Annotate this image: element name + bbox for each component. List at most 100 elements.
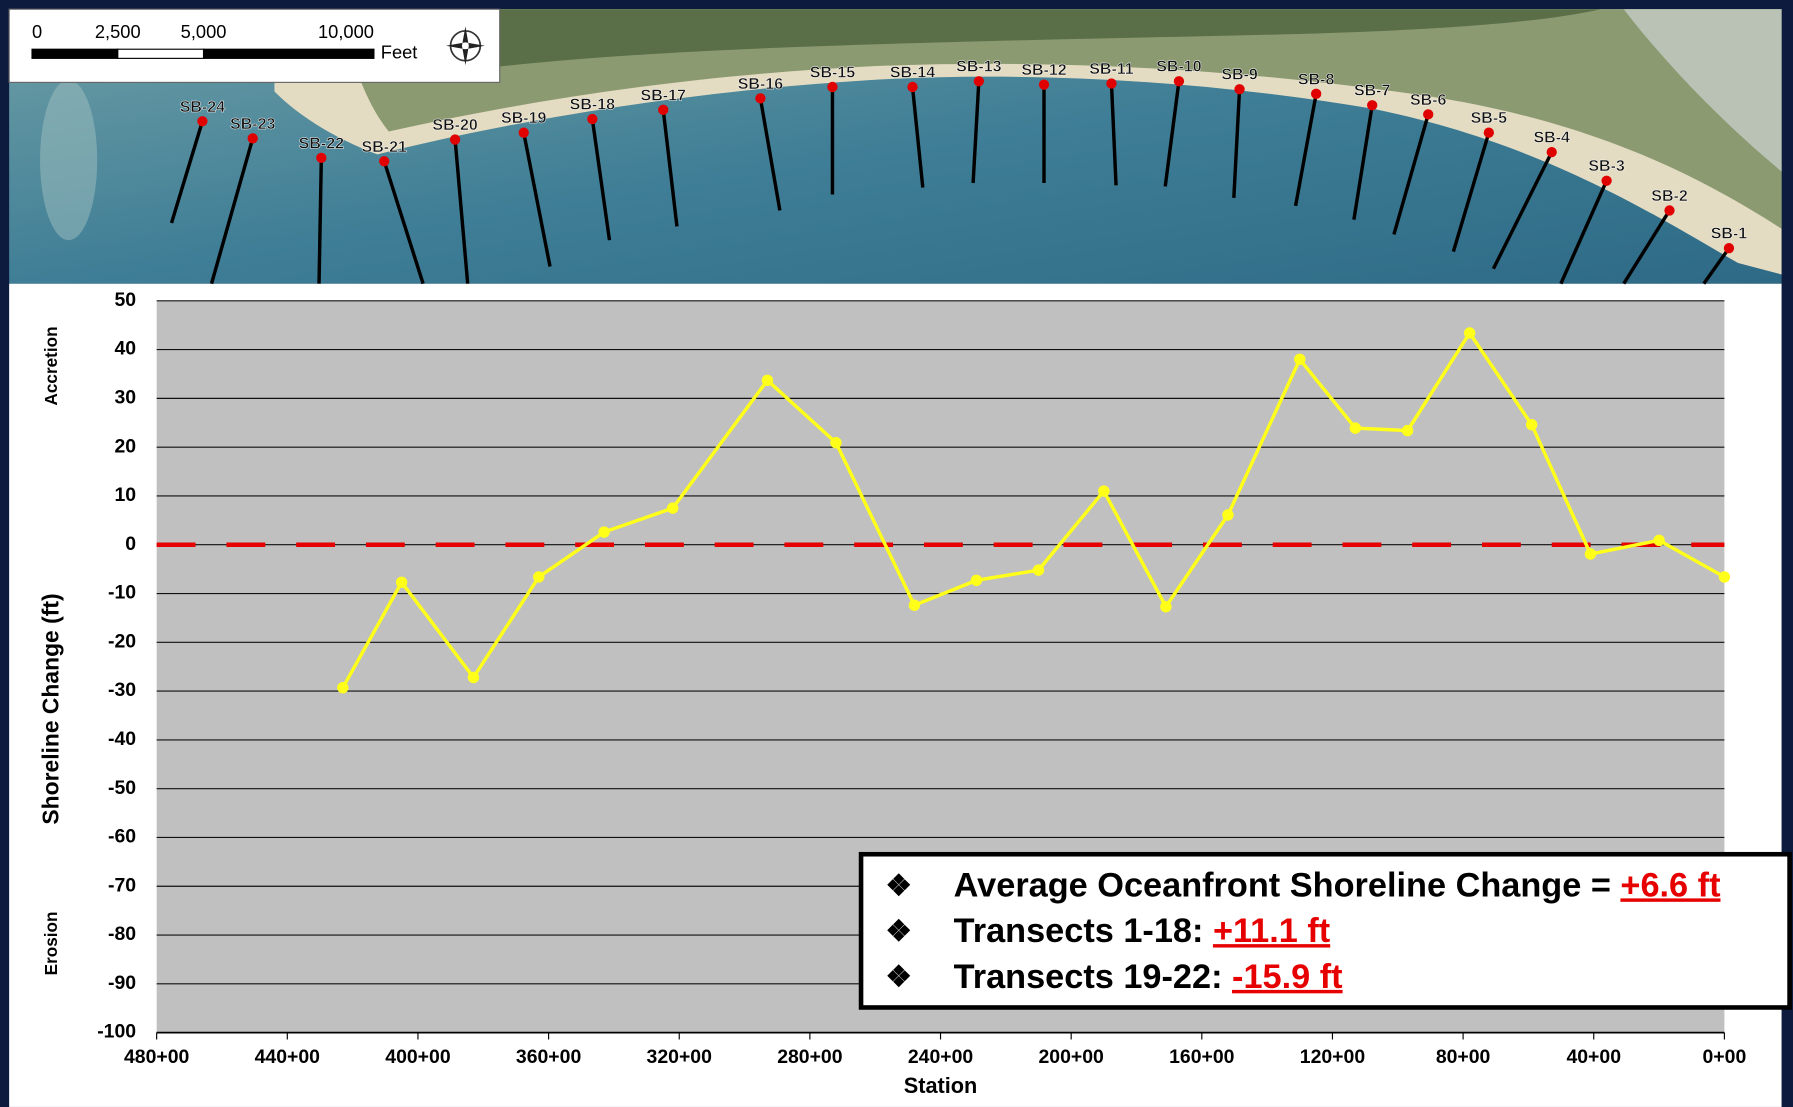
scale-label: 10,000 xyxy=(318,21,374,42)
y-tick-label: 0 xyxy=(125,533,136,555)
x-tick-label: 40+00 xyxy=(1566,1046,1621,1068)
annotation-text: Transects 1-18: xyxy=(954,912,1204,950)
transect-line xyxy=(1559,180,1609,285)
data-point xyxy=(1222,509,1234,521)
scale-label: 0 xyxy=(32,21,42,42)
transect-point xyxy=(587,113,598,125)
y-tick-label: -10 xyxy=(108,582,136,604)
data-line xyxy=(341,329,1726,689)
y-tick-label: 30 xyxy=(114,386,136,408)
transect-line xyxy=(1392,113,1430,235)
transect-label: SB-22 xyxy=(299,135,344,152)
data-point xyxy=(337,681,349,694)
annotation-line: Transects 19-22: -15.9 ft xyxy=(954,958,1343,996)
transect-line xyxy=(1352,104,1374,220)
transect-point xyxy=(755,93,766,104)
y-tick-label: -60 xyxy=(108,826,136,848)
scale-unit: Feet xyxy=(381,42,418,63)
transect-line xyxy=(971,81,981,184)
bullet: ❖ xyxy=(885,961,912,994)
transect-line xyxy=(1163,81,1181,187)
transect-point xyxy=(247,133,258,144)
transect-line xyxy=(1491,151,1554,270)
transect-label: SB-3 xyxy=(1588,158,1625,175)
data-point xyxy=(1098,485,1110,497)
y-tick-label: -90 xyxy=(108,972,136,994)
y-tick-label: -100 xyxy=(97,1021,136,1043)
scale-label: 5,000 xyxy=(181,21,227,42)
data-point xyxy=(830,437,842,449)
data-point xyxy=(467,671,480,684)
transect-line xyxy=(661,109,679,227)
x-tick-label: 280+00 xyxy=(777,1046,842,1068)
transect-point xyxy=(379,156,390,167)
y-tick-label: -40 xyxy=(108,728,136,750)
transect-point xyxy=(973,76,984,87)
transect-line xyxy=(910,86,925,188)
y-tick-label: 10 xyxy=(114,484,136,506)
transect-line xyxy=(382,160,425,285)
x-tick-label: 400+00 xyxy=(385,1046,450,1068)
transect-label: SB-20 xyxy=(432,117,477,134)
scale-segment xyxy=(31,48,119,59)
transect-label: SB-5 xyxy=(1471,110,1508,127)
transect-label: SB-9 xyxy=(1221,67,1258,84)
data-point xyxy=(1032,564,1045,576)
annotation-value: +6.6 ft xyxy=(1620,866,1720,904)
transect-label: SB-21 xyxy=(362,139,407,156)
x-axis-label: Station xyxy=(904,1073,978,1098)
transect-label: SB-19 xyxy=(501,110,546,127)
y-tick-label: 20 xyxy=(114,435,136,457)
transect-label: SB-4 xyxy=(1533,130,1570,147)
transect-line xyxy=(453,139,470,284)
data-point xyxy=(533,571,545,583)
y-tick-label: -70 xyxy=(108,874,136,896)
y-tick-label: -80 xyxy=(108,923,136,945)
transect-label: SB-8 xyxy=(1298,71,1335,88)
data-point xyxy=(666,502,679,514)
bullet: ❖ xyxy=(885,869,912,902)
transect-label: SB-12 xyxy=(1021,62,1066,79)
annotation-value: -15.9 ft xyxy=(1232,958,1343,996)
transect-line xyxy=(590,118,612,241)
transect-label: SB-16 xyxy=(738,76,783,93)
transect-line xyxy=(1293,93,1318,207)
transect-label: SB-18 xyxy=(570,96,615,113)
transect-point xyxy=(1234,84,1245,95)
transect-point xyxy=(449,134,461,145)
transect-point xyxy=(1664,205,1675,216)
transect-label: SB-15 xyxy=(810,64,855,81)
y-tick-label: 40 xyxy=(114,338,136,360)
x-tick-label: 240+00 xyxy=(908,1046,973,1068)
side-label: Erosion xyxy=(41,912,61,976)
x-tick-label: 360+00 xyxy=(516,1046,581,1068)
y-axis-label: Shoreline Change (ft) xyxy=(38,593,64,824)
bullet: ❖ xyxy=(885,915,912,948)
transect-point xyxy=(1173,76,1185,87)
transect-label: SB-24 xyxy=(180,99,225,116)
transect-line xyxy=(169,120,205,224)
data-point xyxy=(1349,422,1362,434)
data-point xyxy=(1160,600,1172,613)
data-point xyxy=(970,574,983,587)
x-tick-label: 200+00 xyxy=(1038,1046,1103,1068)
transect-point xyxy=(1723,243,1735,254)
transect-line xyxy=(758,98,782,211)
data-point xyxy=(908,599,921,611)
x-tick-label: 0+00 xyxy=(1703,1046,1747,1068)
side-label: Accretion xyxy=(41,326,61,405)
x-tick-label: 120+00 xyxy=(1300,1046,1365,1068)
scale-label: 2,500 xyxy=(95,21,141,42)
data-point xyxy=(761,374,774,387)
transect-point xyxy=(1367,100,1378,111)
transect-line xyxy=(522,132,552,267)
transect-point xyxy=(658,104,669,115)
transect-label: SB-14 xyxy=(890,64,935,81)
x-tick-label: 160+00 xyxy=(1169,1046,1234,1068)
transect-label: SB-7 xyxy=(1354,83,1391,100)
x-tick-label: 80+00 xyxy=(1436,1046,1491,1068)
transect-label: SB-17 xyxy=(641,87,686,104)
transect-line xyxy=(1109,83,1118,186)
